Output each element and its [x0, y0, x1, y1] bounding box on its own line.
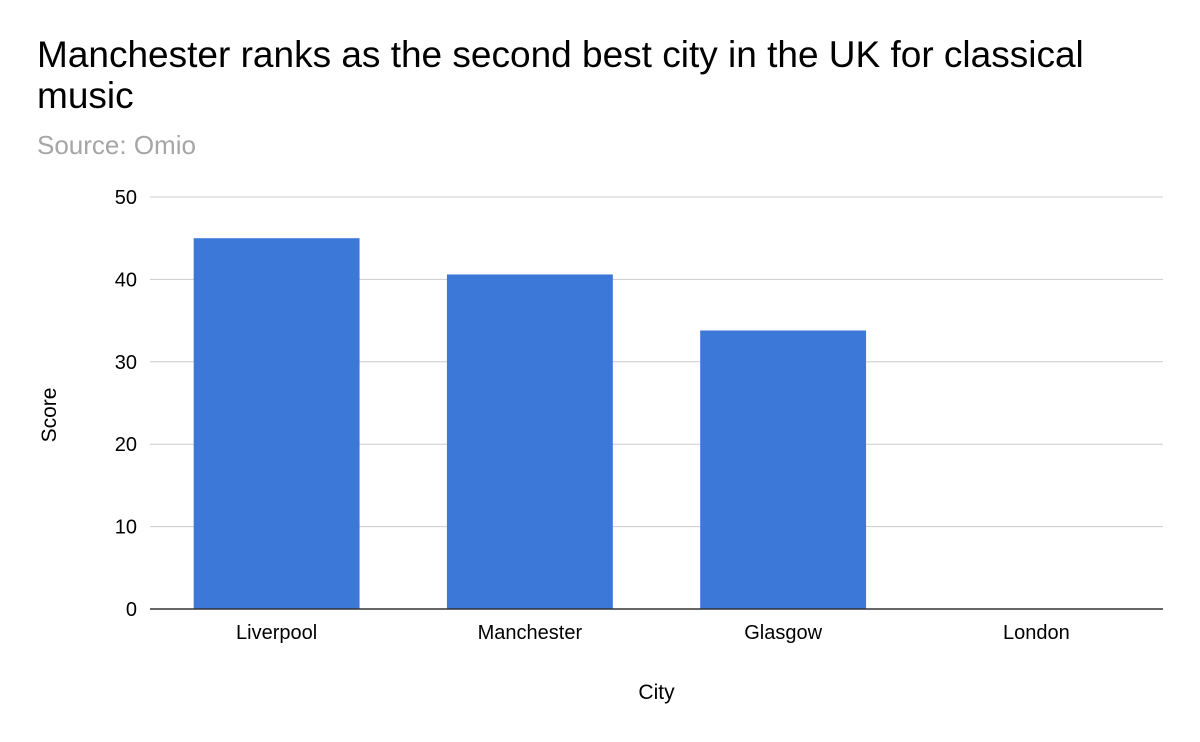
chart-title: Manchester ranks as the second best city… [37, 34, 1084, 116]
x-tick-label: Liverpool [236, 622, 317, 644]
y-tick-label: 40 [115, 269, 137, 291]
x-tick-label: Glasgow [744, 622, 822, 644]
y-tick-label: 20 [115, 434, 137, 456]
y-tick-label: 0 [126, 599, 137, 621]
bar-liverpool [193, 238, 360, 609]
chart-subtitle: Source: Omio [37, 130, 196, 160]
bar-glasgow [700, 330, 867, 609]
y-axis-title: Score [38, 388, 61, 443]
y-axis-ticks: 0 10 20 30 40 50 [115, 187, 137, 621]
y-tick-label: 30 [115, 352, 137, 374]
x-axis-title: City [638, 681, 675, 704]
bar-manchester [446, 274, 613, 609]
y-tick-label: 50 [115, 187, 137, 209]
x-tick-label: Manchester [478, 622, 583, 644]
bars [193, 238, 867, 609]
x-axis-ticks: Liverpool Manchester Glasgow London [236, 622, 1070, 644]
x-tick-label: London [1003, 622, 1070, 644]
y-tick-label: 10 [115, 517, 137, 539]
